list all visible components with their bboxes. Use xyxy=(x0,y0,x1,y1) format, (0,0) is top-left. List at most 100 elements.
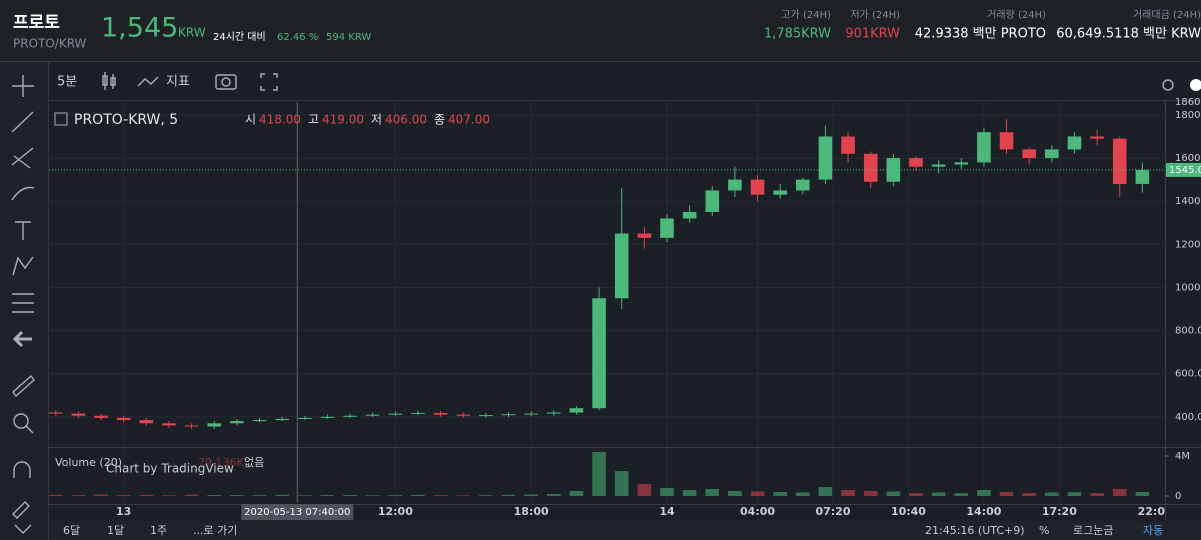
price: 1,545 xyxy=(101,13,178,44)
volume-bar xyxy=(1022,493,1036,496)
x-tick-label: 18:00 xyxy=(514,505,549,518)
stat-value: 901KRW xyxy=(845,27,900,42)
y-tick-label: 1800.0 xyxy=(1175,110,1201,121)
candle-body xyxy=(524,413,538,415)
volume-bar xyxy=(184,494,199,496)
candle-body xyxy=(139,420,154,424)
volume-bar xyxy=(841,490,855,496)
volume-bar xyxy=(863,491,878,496)
volume-bar xyxy=(637,484,652,496)
x-tick-label: 07:20 xyxy=(815,505,850,518)
fullscreen-icon[interactable] xyxy=(260,73,278,91)
candle-body xyxy=(275,418,289,421)
camera-icon[interactable] xyxy=(215,74,237,90)
range-button[interactable]: 1주 xyxy=(150,524,167,537)
volume-bar xyxy=(977,490,991,496)
volume-bar xyxy=(1045,492,1059,496)
candle-body xyxy=(1067,136,1082,150)
pair: PROTO/KRW xyxy=(13,37,87,51)
candle-body xyxy=(1112,138,1127,184)
price-unit: KRW xyxy=(178,26,206,40)
indicator-icon[interactable] xyxy=(137,76,159,87)
header xyxy=(0,0,1201,61)
candle-body xyxy=(320,416,335,418)
candle-body xyxy=(184,425,199,427)
volume-bar xyxy=(501,494,516,496)
range-button[interactable]: 1달 xyxy=(107,524,124,537)
stat-value: 42.9338 백만 PROTO xyxy=(915,27,1046,42)
volume-bar xyxy=(411,494,425,496)
volume-bar xyxy=(614,471,629,496)
last-price-tag xyxy=(1166,162,1201,177)
candle-body xyxy=(433,412,448,415)
volume-bar xyxy=(139,494,154,496)
candle-body xyxy=(49,412,63,414)
auto-button[interactable]: 자동 xyxy=(1143,524,1163,537)
indicator-button[interactable]: 지표 xyxy=(166,75,190,90)
range-button[interactable]: 6달 xyxy=(63,524,80,537)
candle-body xyxy=(71,413,86,416)
volume-bar xyxy=(796,492,810,496)
y-tick-label: 1860.0 xyxy=(1175,97,1201,108)
volume-bar xyxy=(456,495,471,496)
candle-body xyxy=(162,423,176,426)
x-tick-label: 14 xyxy=(659,505,675,518)
change-percent: 62.46 % xyxy=(277,32,318,43)
y-tick-label: 600.00 xyxy=(1175,369,1201,380)
candle-body xyxy=(592,298,606,409)
volume-bar xyxy=(298,495,312,496)
volume-bar xyxy=(569,491,584,496)
volume-bar xyxy=(230,495,244,496)
ohlc-value: 419.00 xyxy=(322,113,364,127)
candle-body xyxy=(1022,149,1036,159)
volume-bar xyxy=(705,489,720,496)
x-tick-label: 22:0 xyxy=(1138,505,1166,518)
candle-body xyxy=(637,233,652,238)
y-tick-label: 0 xyxy=(1175,491,1181,502)
candle-body xyxy=(660,218,674,238)
watermark: Chart by TradingView xyxy=(106,462,234,476)
candle-body xyxy=(1045,149,1059,159)
percent-button[interactable]: % xyxy=(1039,524,1049,537)
candle-body xyxy=(479,415,493,417)
volume-bar xyxy=(275,494,289,496)
log-button[interactable]: 로그눈금 xyxy=(1073,524,1113,537)
volume-bar xyxy=(524,494,538,496)
candle-body xyxy=(365,414,380,416)
crosshair-label-bg xyxy=(241,504,354,520)
goto-button[interactable]: ...로 가기 xyxy=(193,524,237,537)
change-label: 24시간 대비 xyxy=(213,31,266,43)
candle-body xyxy=(886,158,901,182)
candle-body xyxy=(501,414,516,416)
theme-light[interactable] xyxy=(1162,79,1174,91)
volume-bar xyxy=(49,494,63,496)
collapse-button[interactable] xyxy=(54,112,68,126)
volume-bar xyxy=(682,490,697,496)
theme-dark[interactable] xyxy=(1190,79,1201,91)
volume-bar xyxy=(818,487,833,496)
volume-bar xyxy=(343,495,357,496)
candle-body xyxy=(977,132,991,163)
volume-bar xyxy=(750,491,765,496)
volume-bar xyxy=(886,491,901,496)
candle-body xyxy=(841,136,855,154)
candle-body xyxy=(773,190,787,195)
candle-body xyxy=(1090,136,1104,139)
candle-icon[interactable] xyxy=(102,72,116,90)
volume-bar xyxy=(547,494,561,496)
change-amount: 594 KRW xyxy=(326,32,371,43)
candle-body xyxy=(230,421,244,424)
volume-bar xyxy=(479,495,493,496)
candle-body xyxy=(728,179,742,191)
coin-name: 프로토 xyxy=(13,13,60,33)
candle-body xyxy=(750,179,765,195)
volume-bar xyxy=(1090,493,1104,496)
interval-button[interactable]: 5분 xyxy=(57,75,77,90)
candle-body xyxy=(705,190,720,212)
volume-bar xyxy=(999,492,1014,496)
tool-icons[interactable] xyxy=(11,75,35,534)
volume-bar xyxy=(71,495,86,496)
x-tick-label: 14:00 xyxy=(966,505,1001,518)
